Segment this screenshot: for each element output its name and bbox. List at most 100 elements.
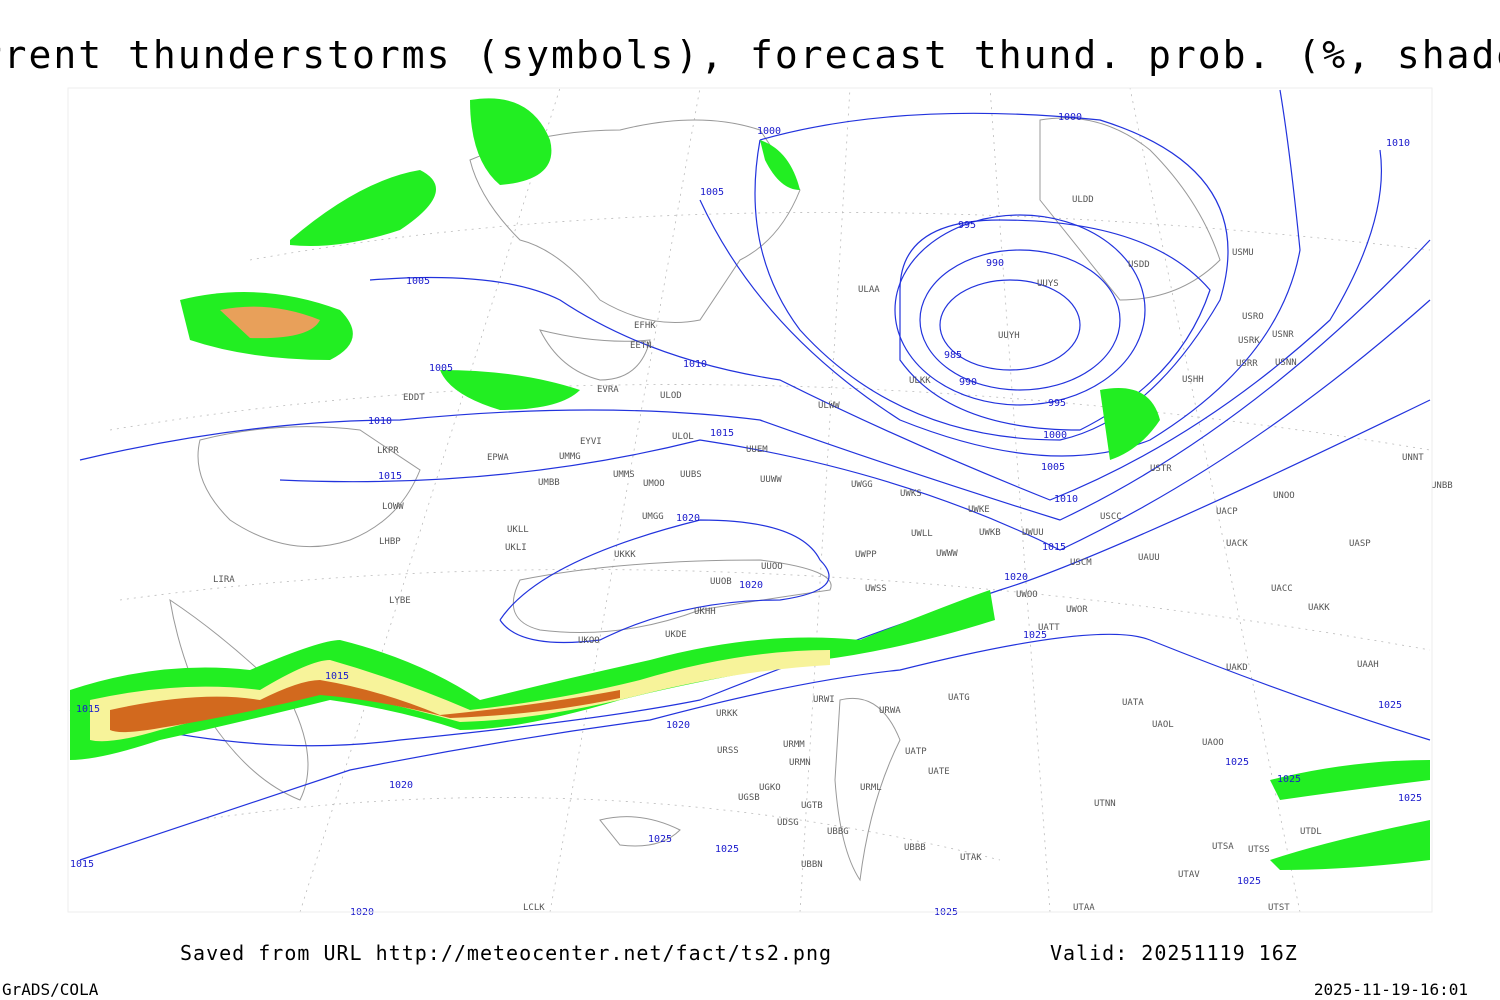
station-label: LYBE [389, 596, 411, 606]
map-area: 1000 1000 1010 1005 995 990 985 990 995 1000 1005 1… [67, 87, 1453, 918]
station-label: USHH [1182, 375, 1204, 385]
station-label: EPWA [487, 453, 509, 463]
station-label: URMN [789, 758, 811, 768]
station-label: UMMS [613, 470, 635, 480]
isobar-label: 990 [986, 258, 1004, 269]
isobar-label: 1020 [666, 720, 690, 731]
thunderstorm-probability-shading [70, 98, 1430, 870]
station-label: UWLL [911, 529, 933, 539]
station-label: LIRA [213, 575, 235, 585]
station-label: USNN [1275, 358, 1297, 368]
station-label: UTSS [1248, 845, 1270, 855]
station-label: UUWW [760, 475, 782, 485]
station-label: USCM [1070, 558, 1092, 568]
title: Current thunderstorms (symbols), forecas… [0, 33, 1500, 77]
isobar-label: 1025 [1378, 700, 1402, 711]
station-label: EDDT [403, 393, 425, 403]
station-label: LCLK [523, 903, 545, 913]
station-label: URMM [783, 740, 805, 750]
isobar-label: 995 [1048, 398, 1066, 409]
isobar-label: 1025 [1398, 793, 1422, 804]
isobar-label: 1005 [429, 363, 453, 374]
isobar-label: 1025 [1277, 774, 1301, 785]
station-label: UWGG [851, 480, 873, 490]
valid-time: Valid: 20251119 16Z [1050, 941, 1298, 965]
station-label: USDD [1128, 260, 1150, 270]
station-label: UAKD [1226, 663, 1248, 673]
station-label: UBBG [827, 827, 849, 837]
station-label: LKPR [377, 446, 399, 456]
station-label: UNOO [1273, 491, 1295, 501]
station-label: UTDL [1300, 827, 1322, 837]
isobar-label: 1015 [325, 671, 349, 682]
station-label: UKKK [614, 550, 636, 560]
station-label: UASP [1349, 539, 1371, 549]
station-label: UGTB [801, 801, 823, 811]
station-label: ULOL [672, 432, 694, 442]
station-label: USCC [1100, 512, 1122, 522]
station-label: ULKK [909, 376, 931, 386]
station-label: UUEM [746, 445, 768, 455]
isobar-label: 1015 [710, 428, 734, 439]
isobar-label: 1020 [676, 513, 700, 524]
station-label: UKHH [694, 607, 716, 617]
isobar-label: 1025 [1237, 876, 1261, 887]
coastlines [169, 117, 1221, 882]
station-label: UACK [1226, 539, 1248, 549]
station-label: UWKB [979, 528, 1001, 538]
station-label: EYVI [580, 437, 602, 447]
station-label: UDSG [777, 818, 799, 828]
isobar-label: 1010 [1054, 494, 1078, 505]
station-label: UWOR [1066, 605, 1088, 615]
station-label: URWI [813, 695, 835, 705]
isobar-label: 1005 [1041, 462, 1065, 473]
isobar-label: 1010 [368, 416, 392, 427]
station-label: UUYH [998, 331, 1020, 341]
station-label: UAAH [1357, 660, 1379, 670]
isobar-label: 1025 [715, 844, 739, 855]
station-label: UAOO [1202, 738, 1224, 748]
station-label: UACP [1216, 507, 1238, 517]
station-label: UTAA [1073, 903, 1095, 913]
station-label: UGKO [759, 783, 781, 793]
station-label: EVRA [597, 385, 619, 395]
station-label: UBBN [801, 860, 823, 870]
isobar-label: 985 [944, 350, 962, 361]
isobar-label: 1020 [1004, 572, 1028, 583]
station-label: UWSS [865, 584, 887, 594]
station-label: UKLI [505, 543, 527, 553]
station-label: UUOO [761, 562, 783, 572]
station-label: UWWW [936, 549, 958, 559]
station-label: UATE [928, 767, 950, 777]
station-label: UGSB [738, 793, 760, 803]
isobar-label: 1020 [739, 580, 763, 591]
station-label: UNNT [1402, 453, 1424, 463]
isobar-label: 1005 [406, 276, 430, 287]
station-label: UTAK [960, 853, 982, 863]
station-label: USRR [1236, 359, 1258, 369]
isobar-label: 1000 [1043, 430, 1067, 441]
isobar-label: 1025 [1023, 630, 1047, 641]
isobar-label: 1015 [378, 471, 402, 482]
station-label: UKDE [665, 630, 687, 640]
station-label: UATT [1038, 623, 1060, 633]
isobar-label: 1015 [1042, 542, 1066, 553]
station-label: USTR [1150, 464, 1172, 474]
station-label: UWKE [968, 505, 990, 515]
isobar-label: 1010 [1386, 138, 1410, 149]
station-label: URML [860, 783, 882, 793]
plot-area [68, 88, 1432, 912]
station-label: ULAA [858, 285, 880, 295]
station-label: USMU [1232, 248, 1254, 258]
timestamp: 2025-11-19-16:01 [1314, 980, 1468, 999]
station-label: UAOL [1152, 720, 1174, 730]
station-label: UWKS [900, 489, 922, 499]
station-label: UMMG [559, 452, 581, 462]
isobar-label: 1010 [683, 359, 707, 370]
station-label: UATP [905, 747, 927, 757]
isobar-label: 1020 [389, 780, 413, 791]
station-label: UATA [1122, 698, 1144, 708]
station-label: UWUU [1022, 528, 1044, 538]
station-label: UTNN [1094, 799, 1116, 809]
station-label: UUOB [710, 577, 732, 587]
